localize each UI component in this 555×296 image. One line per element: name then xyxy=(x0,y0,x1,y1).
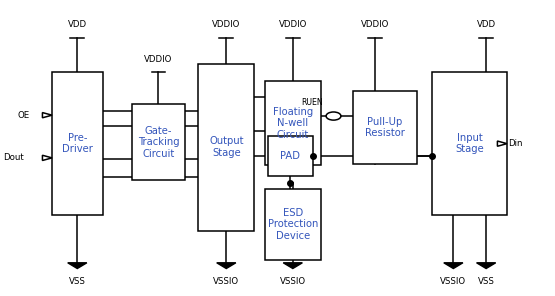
FancyBboxPatch shape xyxy=(198,64,254,231)
Text: OE: OE xyxy=(17,111,29,120)
Text: Pre-
Driver: Pre- Driver xyxy=(62,133,93,155)
Text: RUEN: RUEN xyxy=(302,98,324,107)
Text: VDDIO: VDDIO xyxy=(212,20,240,29)
Text: VDDIO: VDDIO xyxy=(361,20,389,29)
Text: VDD: VDD xyxy=(477,20,496,29)
Text: Pull-Up
Resistor: Pull-Up Resistor xyxy=(365,117,405,139)
FancyBboxPatch shape xyxy=(265,189,321,260)
FancyBboxPatch shape xyxy=(268,136,313,176)
Text: VDD: VDD xyxy=(68,20,87,29)
Text: Dout: Dout xyxy=(3,153,24,163)
Text: VSS: VSS xyxy=(478,277,495,286)
Polygon shape xyxy=(283,263,302,268)
Text: VSSIO: VSSIO xyxy=(280,277,306,286)
Text: VDDIO: VDDIO xyxy=(279,20,307,29)
Text: Gate-
Tracking
Circuit: Gate- Tracking Circuit xyxy=(138,126,179,159)
Polygon shape xyxy=(444,263,463,268)
FancyBboxPatch shape xyxy=(432,73,507,215)
Text: PAD: PAD xyxy=(280,151,300,161)
Text: Din: Din xyxy=(508,139,523,148)
Text: ESD
Protection
Device: ESD Protection Device xyxy=(268,207,318,241)
FancyBboxPatch shape xyxy=(52,73,103,215)
Polygon shape xyxy=(477,263,496,268)
FancyBboxPatch shape xyxy=(132,104,185,180)
FancyBboxPatch shape xyxy=(265,81,321,165)
Text: VDDIO: VDDIO xyxy=(144,55,173,64)
Polygon shape xyxy=(216,263,236,268)
Text: Floating
N-well
Circuit: Floating N-well Circuit xyxy=(273,107,313,140)
Text: VSSIO: VSSIO xyxy=(213,277,239,286)
Polygon shape xyxy=(68,263,87,268)
Text: VSSIO: VSSIO xyxy=(440,277,466,286)
FancyBboxPatch shape xyxy=(352,91,417,164)
Text: Input
Stage: Input Stage xyxy=(455,133,484,155)
Text: VSS: VSS xyxy=(69,277,85,286)
Text: Output
Stage: Output Stage xyxy=(209,136,244,158)
